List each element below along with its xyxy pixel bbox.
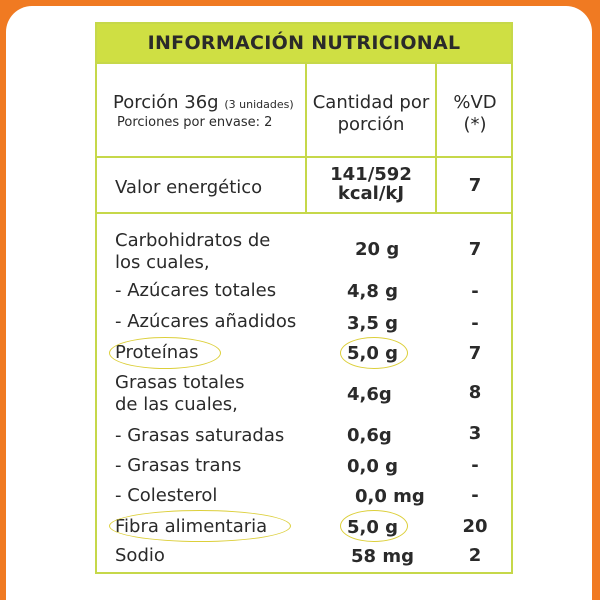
energy-amount-line1: 141/592 bbox=[330, 164, 412, 185]
vd-total-fat: 8 bbox=[468, 382, 482, 403]
highlight-circle-protein bbox=[109, 337, 221, 369]
amount-cholesterol: 0,0 mg bbox=[355, 486, 425, 507]
nutrient-label-total-fat: Grasas totales bbox=[115, 372, 245, 393]
vd-protein: 7 bbox=[468, 343, 482, 364]
amount-sodium: 58 mg bbox=[351, 546, 414, 567]
nutrient-label-cholesterol: - Colesterol bbox=[115, 485, 218, 506]
highlight-circle-fiber bbox=[109, 510, 291, 542]
nutrient-label-total-sugars: - Azúcares totales bbox=[115, 280, 277, 301]
vd-column-header-line1: %VD bbox=[453, 92, 497, 113]
amount-carbs: 20 g bbox=[355, 239, 400, 260]
divider bbox=[97, 212, 511, 214]
nutrient-label-carbs: Carbohidratos de bbox=[115, 230, 271, 251]
nutrient-label-carbs-line2: los cuales, bbox=[115, 252, 210, 273]
vd-column-header-line2: (*) bbox=[463, 114, 487, 135]
label-card bbox=[6, 6, 592, 600]
qty-column-header-line1: Cantidad por bbox=[312, 92, 430, 113]
vd-saturated-fat: 3 bbox=[468, 423, 482, 444]
column-divider bbox=[435, 62, 437, 212]
vd-sodium: 2 bbox=[468, 545, 482, 566]
highlight-circle-protein-amount bbox=[340, 337, 408, 369]
nutrient-label-sodium: Sodio bbox=[115, 545, 165, 566]
energy-vd: 7 bbox=[468, 175, 482, 196]
nutrition-table: INFORMACIÓN NUTRICIONAL Porción 36g (3 u… bbox=[95, 22, 513, 574]
nutrient-label-added-sugars: - Azúcares añadidos bbox=[115, 311, 297, 332]
amount-trans-fat: 0,0 g bbox=[347, 456, 399, 477]
nutrient-label-total-fat-line2: de las cuales, bbox=[115, 394, 238, 415]
amount-total-sugars: 4,8 g bbox=[347, 281, 399, 302]
divider bbox=[97, 62, 511, 64]
vd-fiber: 20 bbox=[462, 516, 488, 537]
portions-per-pack: Porciones por envase: 2 bbox=[117, 115, 273, 130]
amount-saturated-fat: 0,6g bbox=[347, 425, 392, 446]
amount-total-fat: 4,6g bbox=[347, 384, 392, 405]
vd-trans-fat: - bbox=[471, 455, 479, 476]
vd-total-sugars: - bbox=[471, 281, 479, 302]
nutrient-label-trans-fat: - Grasas trans bbox=[115, 455, 242, 476]
amount-added-sugars: 3,5 g bbox=[347, 313, 399, 334]
vd-cholesterol: - bbox=[471, 485, 479, 506]
vd-added-sugars: - bbox=[471, 313, 479, 334]
highlight-circle-fiber-amount bbox=[340, 510, 408, 542]
vd-carbs: 7 bbox=[468, 239, 482, 260]
table-title: INFORMACIÓN NUTRICIONAL bbox=[97, 24, 511, 62]
energy-amount-line2: kcal/kJ bbox=[337, 183, 405, 204]
nutrient-label-saturated-fat: - Grasas saturadas bbox=[115, 425, 285, 446]
portion-label: Porción 36g (3 unidades) bbox=[113, 92, 294, 113]
qty-column-header-line2: porción bbox=[337, 114, 405, 135]
divider bbox=[97, 156, 511, 158]
energy-label: Valor energético bbox=[115, 177, 263, 198]
column-divider bbox=[305, 62, 307, 212]
